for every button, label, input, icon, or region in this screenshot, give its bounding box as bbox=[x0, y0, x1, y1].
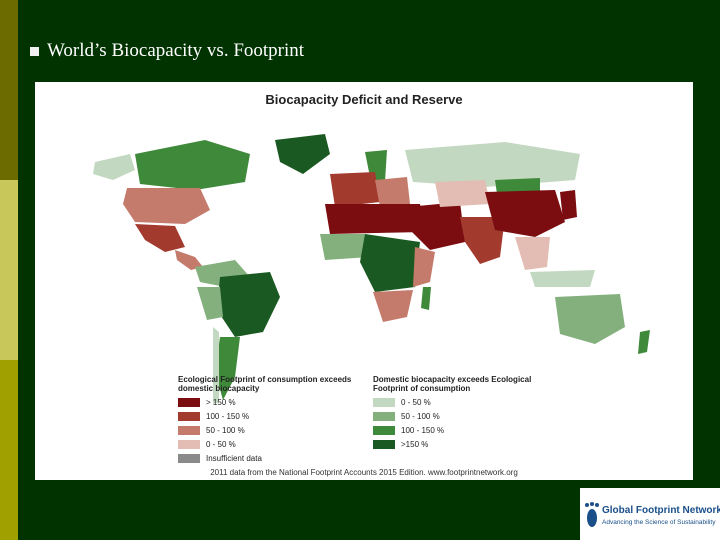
legend-reserve-item: >150 % bbox=[373, 439, 553, 449]
logo-tagline: Advancing the Science of Sustainability bbox=[602, 519, 716, 526]
legend-deficit-item: 100 - 150 % bbox=[178, 411, 358, 421]
legend-reserve-label: >150 % bbox=[401, 439, 429, 449]
legend-reserve: Domestic biocapacity exceeds Ecological … bbox=[373, 375, 553, 449]
legend-reserve-swatch bbox=[373, 411, 395, 421]
map-title: Biocapacity Deficit and Reserve bbox=[265, 92, 463, 107]
region-mexico bbox=[135, 224, 185, 252]
region-west-africa bbox=[320, 234, 370, 260]
legend-deficit-item: 50 - 100 % bbox=[178, 425, 358, 435]
region-brazil bbox=[217, 272, 280, 337]
map-credit: 2011 data from the National Footprint Ac… bbox=[210, 468, 518, 477]
slide-title: World’s Biocapacity vs. Footprint bbox=[47, 40, 305, 61]
legend-reserve-heading: Domestic biocapacity exceeds Ecological … bbox=[373, 375, 532, 393]
legend-deficit-swatch bbox=[178, 425, 200, 435]
footprint-icon bbox=[585, 502, 599, 527]
sidebar-band-bottom bbox=[0, 360, 18, 540]
legend-deficit-label: Insufficient data bbox=[206, 453, 262, 463]
legend-reserve-items: 0 - 50 % 50 - 100 % 100 - 150 % >150 % bbox=[373, 397, 553, 449]
legend-deficit-swatch bbox=[178, 397, 200, 407]
legend-deficit-label: 50 - 100 % bbox=[206, 425, 245, 435]
logo-name: Global Footprint Network bbox=[602, 505, 720, 516]
region-southern-africa bbox=[373, 290, 413, 322]
legend-reserve-label: 100 - 150 % bbox=[401, 425, 445, 435]
legend-reserve-item: 100 - 150 % bbox=[373, 425, 553, 435]
region-middle-east bbox=[407, 202, 465, 250]
region-indonesia bbox=[530, 270, 595, 287]
region-peru bbox=[197, 287, 223, 320]
region-chile bbox=[213, 327, 219, 404]
legend-deficit-swatch bbox=[178, 411, 200, 421]
region-madagascar bbox=[421, 287, 431, 310]
region-usa bbox=[123, 188, 210, 224]
region-australia bbox=[555, 294, 625, 344]
legend-deficit-item: 0 - 50 % bbox=[178, 439, 358, 449]
legend-reserve-label: 50 - 100 % bbox=[401, 411, 440, 421]
region-japan-korea bbox=[560, 190, 577, 220]
sidebar-band-middle bbox=[0, 180, 18, 360]
legend-reserve-swatch bbox=[373, 397, 395, 407]
legend-deficit-label: 100 - 150 % bbox=[206, 411, 250, 421]
region-russia bbox=[405, 142, 580, 187]
world-map bbox=[93, 134, 650, 404]
region-central-asia bbox=[435, 180, 490, 207]
region-western-europe bbox=[330, 172, 380, 207]
region-east-africa bbox=[413, 247, 435, 287]
legend-deficit-label: 0 - 50 % bbox=[206, 439, 236, 449]
region-greenland bbox=[275, 134, 330, 174]
region-north-africa bbox=[325, 204, 425, 234]
sidebar-accent bbox=[0, 0, 18, 540]
sidebar-band-top bbox=[0, 0, 18, 180]
legend-deficit-item: Insufficient data bbox=[178, 453, 358, 463]
legend-reserve-swatch bbox=[373, 425, 395, 435]
legend-reserve-swatch bbox=[373, 439, 395, 449]
region-india bbox=[460, 217, 505, 264]
organization-logo: Global Footprint Network Advancing the S… bbox=[580, 488, 720, 540]
region-china bbox=[485, 190, 565, 237]
region-central-africa bbox=[360, 234, 420, 292]
region-canada bbox=[135, 140, 250, 190]
legend-deficit-label: > 150 % bbox=[206, 397, 236, 407]
region-argentina bbox=[215, 337, 240, 400]
slide-title-row: World’s Biocapacity vs. Footprint bbox=[30, 40, 304, 62]
region-central-america bbox=[175, 250, 203, 270]
legend-reserve-label: 0 - 50 % bbox=[401, 397, 431, 407]
legend-deficit-item: > 150 % bbox=[178, 397, 358, 407]
region-alaska bbox=[93, 154, 135, 180]
legend-deficit-heading: Ecological Footprint of consumption exce… bbox=[178, 375, 352, 393]
legend-deficit: Ecological Footprint of consumption exce… bbox=[178, 375, 358, 463]
region-mongolia bbox=[495, 178, 540, 194]
region-eastern-europe bbox=[375, 177, 410, 207]
legend-deficit-swatch bbox=[178, 453, 200, 463]
map-panel: Biocapacity Deficit and Reserve bbox=[35, 82, 693, 480]
bullet-icon bbox=[30, 46, 39, 56]
legend-reserve-item: 50 - 100 % bbox=[373, 411, 553, 421]
legend-reserve-item: 0 - 50 % bbox=[373, 397, 553, 407]
legend-deficit-swatch bbox=[178, 439, 200, 449]
region-new-zealand bbox=[638, 330, 650, 354]
region-southeast-asia bbox=[515, 237, 550, 270]
legend-deficit-items: > 150 % 100 - 150 % 50 - 100 % 0 - 50 % Insu… bbox=[178, 397, 358, 463]
